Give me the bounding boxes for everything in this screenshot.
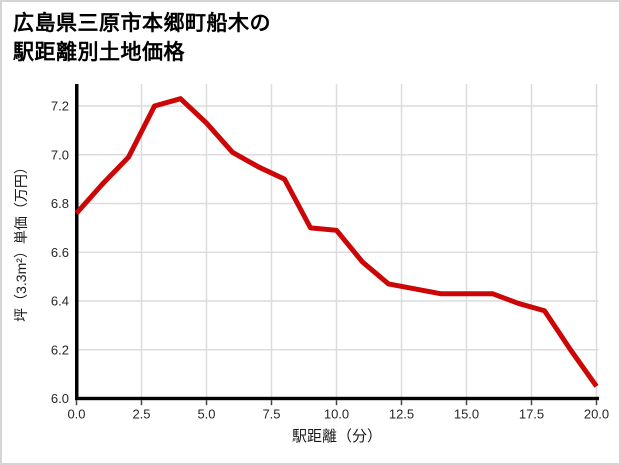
price-line xyxy=(74,96,599,388)
x-tick-label: 5.0 xyxy=(197,407,215,422)
x-tick-label: 0.0 xyxy=(67,407,85,422)
x-tick-label: 7.5 xyxy=(262,407,280,422)
y-tick-label: 7.2 xyxy=(51,99,69,114)
x-tick-mark xyxy=(530,400,533,406)
x-tick-label: 20.0 xyxy=(584,407,609,422)
x-tick-mark xyxy=(465,400,468,406)
y-tick-label: 6.8 xyxy=(51,196,69,211)
y-axis-label: 坪（3.3m²）単価（万円） xyxy=(13,160,29,322)
chart-title: 広島県三原市本郷町船木の 駅距離別土地価格 xyxy=(13,9,271,67)
x-tick-label: 15.0 xyxy=(454,407,479,422)
y-axis-spine xyxy=(75,84,79,400)
x-tick-mark xyxy=(75,400,78,406)
x-tick-mark xyxy=(595,400,598,406)
chart-title-line1: 広島県三原市本郷町船木の xyxy=(13,12,271,35)
x-tick-label: 10.0 xyxy=(324,407,349,422)
x-tick-mark xyxy=(335,400,338,406)
x-axis-spine xyxy=(75,396,599,401)
x-tick-mark xyxy=(140,400,143,406)
x-axis-label: 駅距離（分） xyxy=(291,428,383,445)
x-tick-label: 12.5 xyxy=(389,407,414,422)
chart-title-line2: 駅距離別土地価格 xyxy=(13,41,185,64)
y-tick-label: 7.0 xyxy=(51,147,69,162)
x-tick-label: 17.5 xyxy=(519,407,544,422)
x-tick-mark xyxy=(205,400,208,406)
y-tick-label: 6.2 xyxy=(51,342,69,357)
x-tick-mark xyxy=(270,400,273,406)
x-tick-label: 2.5 xyxy=(132,407,150,422)
y-tick-label: 6.0 xyxy=(51,391,69,406)
x-tick-mark xyxy=(400,400,403,406)
y-tick-label: 6.4 xyxy=(51,294,69,309)
y-tick-label: 6.6 xyxy=(51,245,69,260)
